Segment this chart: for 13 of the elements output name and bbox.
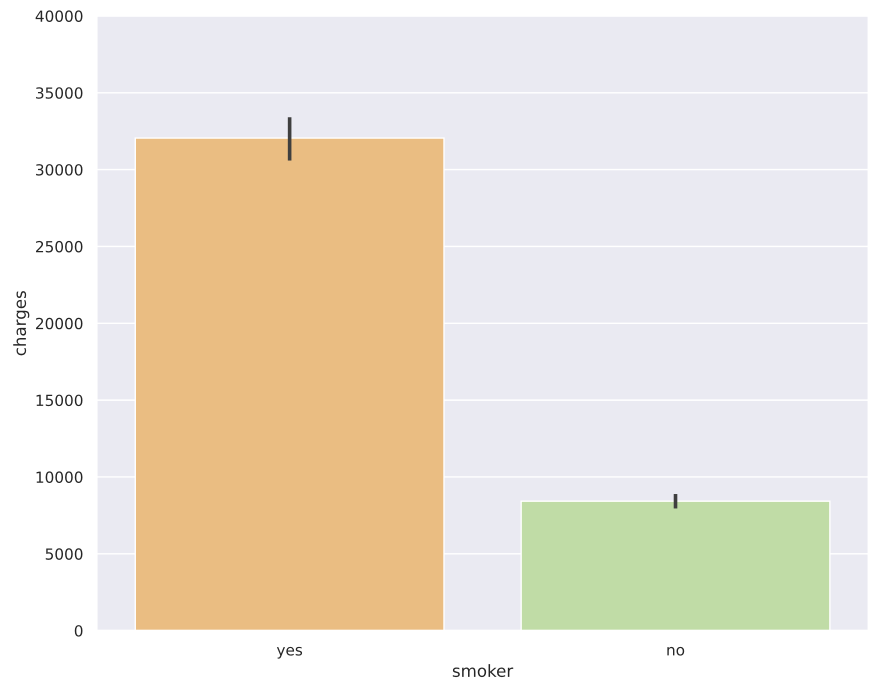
y-tick-label: 0	[74, 625, 82, 637]
y-tick-label: 5000	[46, 548, 82, 560]
y-tick-label: 25000	[36, 240, 82, 252]
y-tick-label: 30000	[36, 164, 82, 176]
x-tick-label: no	[667, 646, 684, 656]
y-tick-label: 15000	[36, 394, 82, 406]
y-tick-label: 10000	[36, 471, 82, 483]
x-tick-label: yes	[276, 646, 302, 659]
y-tick-label: 35000	[36, 87, 82, 99]
x-axis-title: smoker	[452, 664, 514, 678]
y-tick-label: 40000	[36, 10, 82, 22]
y-axis-title: charges	[13, 291, 30, 356]
y-tick-label: 20000	[36, 318, 82, 330]
